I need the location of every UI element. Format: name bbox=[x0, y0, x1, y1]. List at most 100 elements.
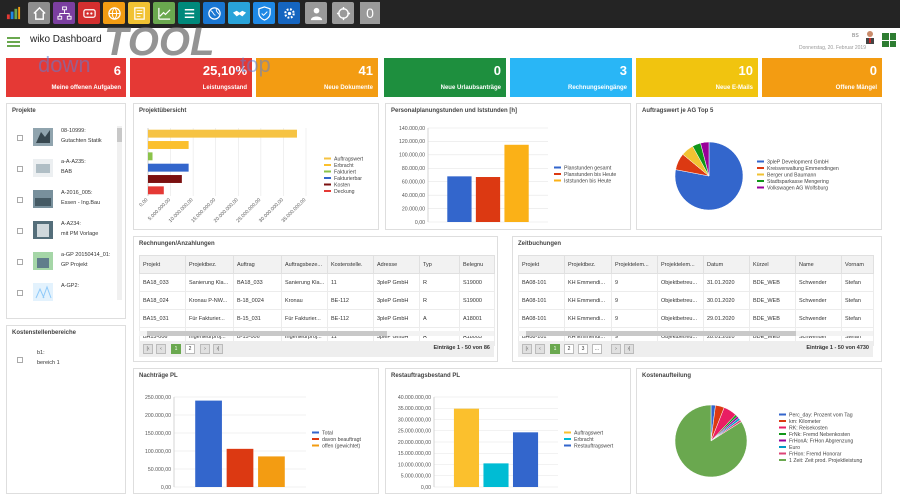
last-page-button[interactable]: ›| bbox=[213, 344, 223, 354]
legend-swatch bbox=[779, 459, 786, 461]
avatar[interactable] bbox=[865, 30, 875, 44]
legend-label: Euro bbox=[789, 445, 800, 451]
kpi-tile-vacation-requests[interactable]: 0 Neue Urlaubsanträge bbox=[384, 58, 506, 97]
table-row[interactable]: BA08-101 KH Emmendi... 9 Objektbetreu... 31.… bbox=[518, 273, 874, 292]
legend-swatch bbox=[564, 438, 571, 440]
kpi-value: 41 bbox=[358, 63, 373, 78]
kpi-tile-open-tasks[interactable]: 6 Meine offenen Aufgaben bbox=[6, 58, 126, 97]
list-item[interactable]: b1: bereich 1 bbox=[13, 348, 117, 376]
route-icon[interactable] bbox=[78, 2, 100, 24]
list-item[interactable]: 08-10999: Gutachten Statik bbox=[13, 126, 117, 154]
table-cell: 9 bbox=[611, 273, 658, 292]
page-button[interactable]: 1 bbox=[171, 344, 181, 354]
project-name: mit PM Vorlage bbox=[61, 231, 99, 237]
project-name: Essen - Ing.Bau bbox=[61, 200, 101, 206]
next-page-button[interactable]: › bbox=[200, 344, 210, 354]
column-header[interactable]: Adresse bbox=[373, 255, 420, 274]
org-chart-icon[interactable] bbox=[53, 2, 75, 24]
invoices-h-scrollbar[interactable] bbox=[139, 331, 494, 336]
column-header[interactable]: Belegnu bbox=[459, 255, 495, 274]
world-icon[interactable] bbox=[203, 2, 225, 24]
kpi-tile-open-defects[interactable]: 0 Offene Mängel bbox=[762, 58, 882, 97]
shield-icon[interactable] bbox=[253, 2, 275, 24]
column-header[interactable]: Projektelem... bbox=[611, 255, 658, 274]
list-item[interactable]: A-2016_005: Essen - Ing.Bau bbox=[13, 188, 117, 216]
pager-info: Einträge 1 - 50 von 86 bbox=[433, 345, 490, 351]
project-name: Gutachten Statik bbox=[61, 138, 102, 144]
column-header[interactable]: Projekt bbox=[518, 255, 565, 274]
table-cell: Schwender bbox=[795, 273, 842, 292]
column-header[interactable]: Projektelem... bbox=[657, 255, 704, 274]
kpi-tile-performance[interactable]: 25,10% Leistungsstand bbox=[130, 58, 252, 97]
table-cell: Für Fakturier... bbox=[185, 309, 234, 328]
list-item[interactable]: a-GP 20150414_01: GP Projekt bbox=[13, 250, 117, 278]
checkbox[interactable] bbox=[17, 290, 23, 296]
last-page-button[interactable]: ›| bbox=[624, 344, 634, 354]
page-button[interactable]: 2 bbox=[185, 344, 195, 354]
globe-icon[interactable] bbox=[103, 2, 125, 24]
list-icon[interactable] bbox=[178, 2, 200, 24]
table-cell: BA15_031 bbox=[139, 309, 186, 328]
prev-page-button[interactable]: ‹ bbox=[156, 344, 166, 354]
column-header[interactable]: Projektbez. bbox=[185, 255, 234, 274]
settings-icon[interactable] bbox=[332, 2, 354, 24]
checkbox[interactable] bbox=[17, 197, 23, 203]
kpi-tile-new-emails[interactable]: 10 Neue E-Mails bbox=[636, 58, 758, 97]
column-header[interactable]: Projekt bbox=[139, 255, 186, 274]
list-item[interactable]: A-A234: mit PM Vorlage bbox=[13, 219, 117, 247]
kpi-label: Neue Urlaubsanträge bbox=[440, 85, 501, 91]
kpi-value: 25,10% bbox=[202, 63, 247, 78]
column-header[interactable]: Datum bbox=[703, 255, 750, 274]
list-item[interactable]: A-GP2: bbox=[13, 281, 117, 309]
column-header[interactable]: Vornam bbox=[841, 255, 874, 274]
prev-page-button[interactable]: ‹ bbox=[535, 344, 545, 354]
kpi-tile-invoices[interactable]: 3 Rechnungseingänge bbox=[510, 58, 632, 97]
checkbox[interactable] bbox=[17, 166, 23, 172]
projects-scrollbar[interactable] bbox=[117, 126, 122, 300]
column-header[interactable]: Auftrag bbox=[233, 255, 282, 274]
table-row[interactable]: BA08-101 KH Emmendi... 9 Objektbetreu... 30.… bbox=[518, 291, 874, 310]
panel-title: Projektübersicht bbox=[139, 108, 187, 114]
checkbox[interactable] bbox=[17, 228, 23, 234]
notification-count[interactable]: 0 bbox=[360, 2, 380, 24]
handshake-icon[interactable] bbox=[228, 2, 250, 24]
first-page-button[interactable]: |‹ bbox=[143, 344, 153, 354]
column-header[interactable]: Name bbox=[795, 255, 842, 274]
checkbox[interactable] bbox=[17, 357, 23, 363]
kpi-tile-new-documents[interactable]: 41 Neue Dokumente bbox=[256, 58, 378, 97]
list-item[interactable]: a-A-A235: BAB bbox=[13, 157, 117, 185]
menu-icon[interactable] bbox=[7, 37, 20, 47]
column-header[interactable]: Kostenstelle. bbox=[327, 255, 374, 274]
apps-grid-icon[interactable] bbox=[882, 33, 896, 47]
coins-icon[interactable] bbox=[128, 2, 150, 24]
column-header[interactable]: Auftragsbeze... bbox=[281, 255, 328, 274]
gear-icon[interactable] bbox=[278, 2, 300, 24]
table-row[interactable]: BA18_033 Sanierung Kla... BA18_033 Sanierun… bbox=[139, 273, 495, 292]
next-page-button[interactable]: › bbox=[611, 344, 621, 354]
legend-swatch bbox=[757, 180, 764, 182]
page-button[interactable]: 2 bbox=[564, 344, 574, 354]
user-icon[interactable] bbox=[305, 2, 327, 24]
chart-icon[interactable] bbox=[153, 2, 175, 24]
table-row[interactable]: BA15_031 Für Fakturier... B-15_031 Für Fakt… bbox=[139, 309, 495, 328]
table-row[interactable]: BA18_024 Kronau P-NW... B-18_0024 Kronau BE-… bbox=[139, 291, 495, 310]
app-logo-icon[interactable] bbox=[2, 2, 24, 24]
page-button[interactable]: 1 bbox=[550, 344, 560, 354]
table-row[interactable]: BA08-101 KH Emmendi... 9 Objektbetreu... 29.… bbox=[518, 309, 874, 328]
table-cell: Objektbetreu... bbox=[657, 309, 704, 328]
project-thumbnail bbox=[33, 128, 53, 146]
first-page-button[interactable]: |‹ bbox=[522, 344, 532, 354]
page-button[interactable]: 3 bbox=[578, 344, 588, 354]
page-button[interactable]: ... bbox=[592, 344, 602, 354]
time-bookings-h-scrollbar[interactable] bbox=[518, 331, 873, 336]
column-header[interactable]: Typ bbox=[419, 255, 460, 274]
pager-info: Einträge 1 - 50 von 4730 bbox=[806, 345, 869, 351]
checkbox[interactable] bbox=[17, 259, 23, 265]
pie-slice bbox=[700, 141, 710, 177]
checkbox[interactable] bbox=[17, 135, 23, 141]
column-header[interactable]: Kürzel bbox=[749, 255, 796, 274]
bar bbox=[447, 176, 472, 222]
column-header[interactable]: Projektbez. bbox=[564, 255, 612, 274]
home-icon[interactable] bbox=[28, 2, 50, 24]
